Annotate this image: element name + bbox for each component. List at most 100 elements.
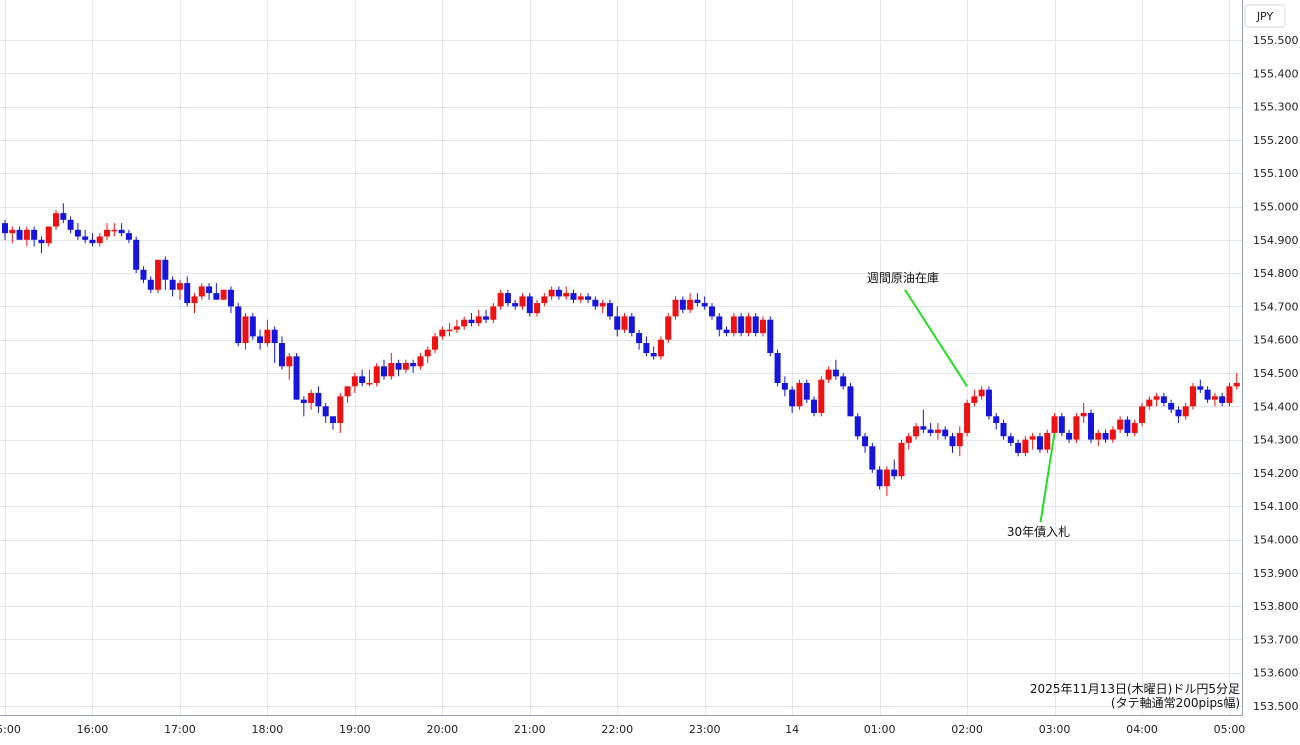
candle-body [140, 269, 147, 280]
candle-body [1226, 386, 1233, 403]
candle-body [934, 429, 941, 433]
candle-body [1036, 436, 1043, 450]
y-tick-label: 153.800 [1253, 600, 1299, 613]
candle-body [803, 382, 810, 400]
candle-body [184, 283, 191, 304]
candle [293, 353, 300, 400]
currency-label-box [1244, 4, 1286, 28]
candle [832, 359, 839, 380]
candle [359, 369, 366, 387]
candle-body [388, 363, 395, 377]
candle [650, 346, 657, 360]
y-tick-label: 154.500 [1253, 367, 1299, 380]
candle [825, 366, 832, 383]
candle [1219, 392, 1226, 407]
candle-body [395, 363, 402, 370]
candle [395, 359, 402, 377]
candle-body [927, 429, 934, 433]
candle-body [308, 392, 315, 403]
candle-body [191, 296, 198, 304]
candle-body [169, 279, 176, 290]
candle [942, 426, 949, 440]
candle [257, 329, 264, 350]
candle [1102, 429, 1109, 443]
candle [592, 296, 599, 310]
candle [869, 442, 876, 473]
candles [2, 203, 1240, 497]
candle [934, 422, 941, 440]
y-tick-label: 155.000 [1253, 201, 1299, 214]
candle-body [176, 283, 183, 290]
candle [366, 369, 373, 387]
candle-body [468, 319, 475, 324]
candle-body [1051, 416, 1058, 433]
y-tick-label: 155.400 [1253, 67, 1299, 80]
candle-body [432, 336, 439, 350]
candle [300, 396, 307, 417]
candle [38, 236, 45, 254]
candle-body [708, 306, 715, 317]
y-tick-label: 153.500 [1253, 700, 1299, 713]
candle [512, 299, 519, 310]
candle [9, 226, 16, 244]
x-tick-label: 15:00 [0, 723, 21, 736]
candle [155, 259, 162, 294]
candle-body [104, 229, 111, 237]
candle-body [2, 223, 8, 234]
candle [147, 276, 154, 294]
candle-body [249, 316, 256, 337]
candle-body [949, 436, 956, 447]
candle [526, 293, 533, 317]
candle-body [745, 316, 752, 334]
candle-body [862, 436, 869, 447]
candle [60, 203, 67, 224]
candle [1175, 406, 1182, 423]
candle [891, 459, 898, 480]
candle-body [599, 303, 606, 307]
candle [381, 359, 388, 380]
candle [1109, 426, 1116, 443]
candle-body [1197, 386, 1204, 390]
candle-body [1007, 436, 1014, 443]
candle [964, 399, 971, 437]
candle-body [359, 376, 366, 383]
candle [1015, 439, 1022, 457]
candle-body [628, 316, 635, 334]
candle [1190, 382, 1197, 410]
candle-body [621, 316, 628, 330]
candle [162, 256, 169, 290]
y-tick-label: 154.900 [1253, 234, 1299, 247]
candle-body [1182, 406, 1189, 417]
candle [1211, 392, 1218, 407]
candle [1095, 429, 1102, 447]
candle [439, 326, 446, 340]
candle [1226, 382, 1233, 407]
candle-body [162, 259, 169, 280]
candle [1029, 432, 1036, 450]
candle-body [446, 329, 453, 332]
candle-body [869, 446, 876, 470]
candle [1036, 432, 1043, 453]
x-tick-label: 05:00 [1214, 723, 1246, 736]
candle [1233, 373, 1240, 390]
candle-body [767, 319, 774, 354]
candle-body [512, 303, 519, 307]
x-tick-label: 14 [785, 723, 799, 736]
x-tick-label: 16:00 [77, 723, 109, 736]
candle [563, 286, 570, 300]
candle [723, 326, 730, 337]
candle [1066, 429, 1073, 443]
candle [956, 426, 963, 457]
candle [636, 329, 643, 350]
candle-body [23, 229, 30, 240]
candle [308, 389, 315, 410]
candle-body [825, 369, 832, 380]
candle [504, 289, 511, 307]
candle-body [198, 286, 205, 297]
candle-body [811, 399, 818, 413]
candle [271, 326, 278, 364]
candle-body [461, 319, 468, 327]
candle [548, 286, 555, 300]
candle [104, 223, 111, 240]
candle [140, 266, 147, 284]
